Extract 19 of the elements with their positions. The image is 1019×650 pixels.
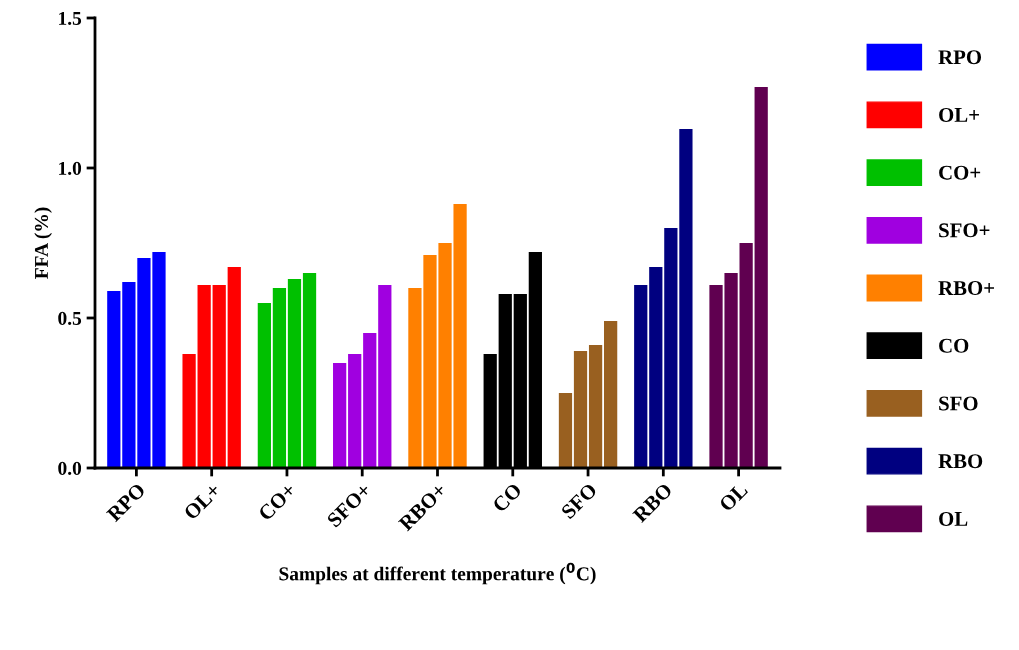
y-tick-label: 1.0	[59, 161, 82, 176]
legend-label: OL+	[939, 107, 979, 122]
x-axis-title: Samples at different temperature ($^{0}$C)	[279, 562, 596, 585]
legend-label: SFO+	[939, 223, 990, 238]
legend-label: SFO	[939, 396, 978, 411]
y-axis-title: FFA (%)	[34, 207, 52, 279]
y-tick-label: 0.5	[58, 311, 82, 326]
y-tick-label: 0.0	[58, 461, 82, 476]
x-tick-label: SFO	[560, 482, 598, 520]
legend-label: RBO+	[938, 281, 995, 296]
y-tick-label: 1.5	[59, 11, 82, 26]
x-tick-label: OL+	[183, 482, 222, 521]
x-tick-label: OL	[718, 482, 749, 513]
legend-label: CO	[939, 338, 969, 353]
x-tick-label: CO+	[257, 482, 297, 522]
legend-label: RBO	[938, 454, 983, 469]
legend-label: CO+	[939, 165, 981, 180]
legend-label: RPO	[938, 50, 982, 65]
x-tick-label: CO	[491, 482, 523, 513]
